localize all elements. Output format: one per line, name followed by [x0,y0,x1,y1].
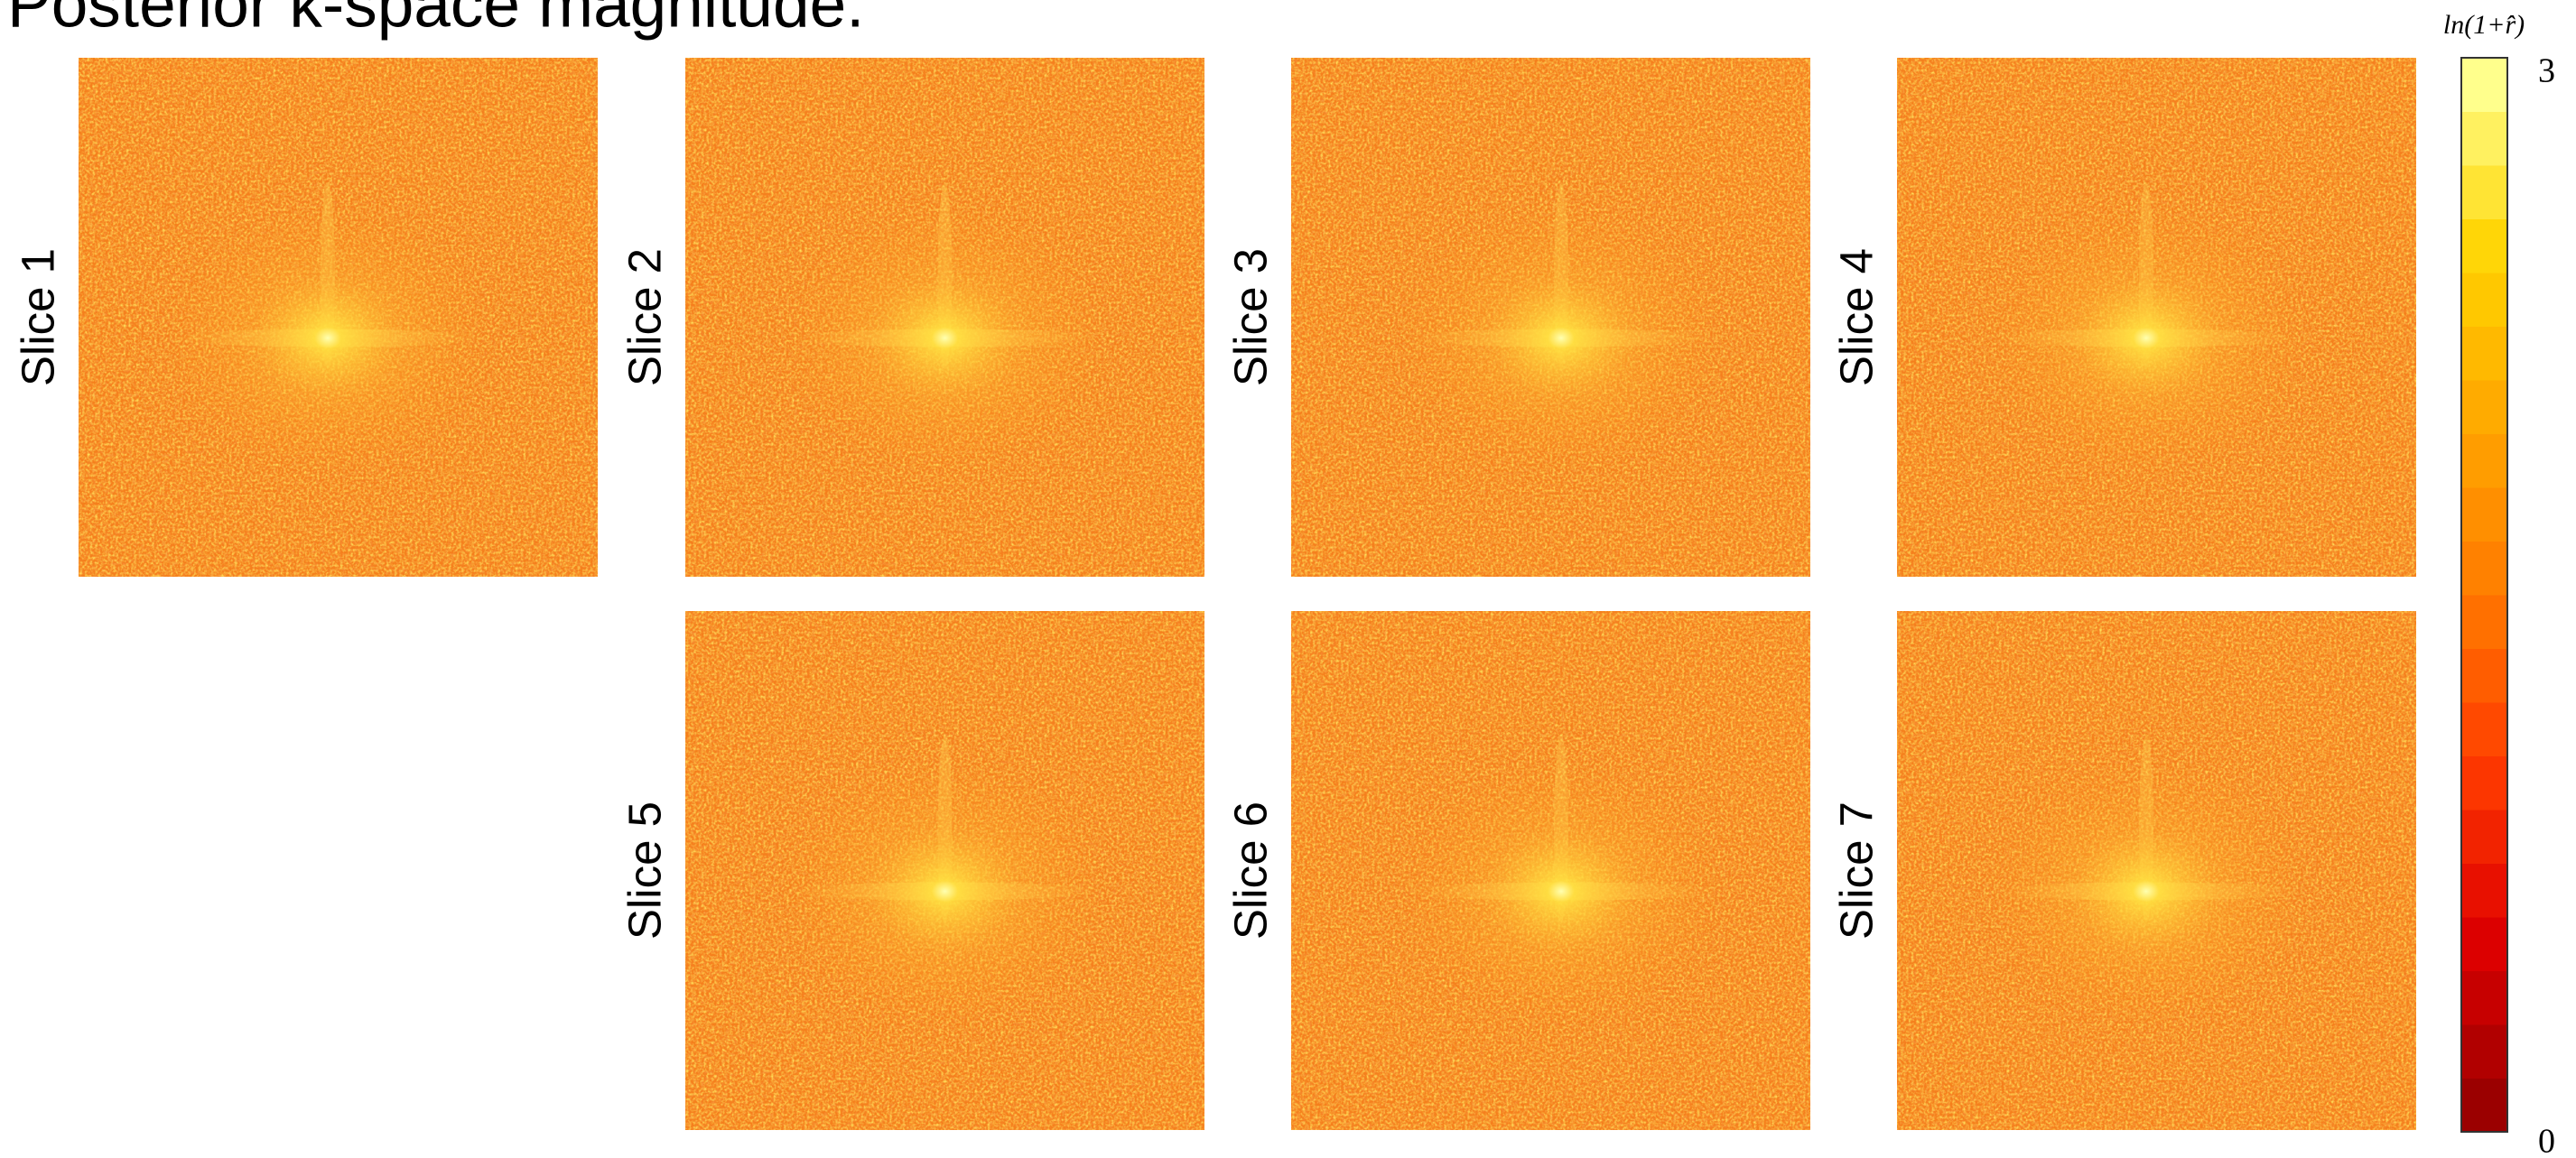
panel-label: Slice 4 [1830,248,1882,386]
panel: Slice 2 [618,58,1204,577]
colorbar-tick-label: 3 [2538,52,2555,90]
panel-label: Slice 6 [1224,801,1276,940]
colorbar-step [2461,112,2507,166]
panel-glow [779,203,1111,473]
panel: Slice 1 [12,58,598,577]
panel-label: Slice 5 [618,801,670,940]
panel-glow [1395,203,1727,473]
colorbar-step [2461,487,2507,542]
colorbar-step [2461,756,2507,811]
colorbar-label: ln(1+r̂) [2443,10,2525,40]
panel-label: Slice 3 [1224,248,1276,386]
panel-label: Slice 1 [12,248,63,386]
colorbar-step [2461,810,2507,864]
panel: Slice 6 [1224,611,1810,1130]
figure: Posterior k-space magnitude. Slice 1Slic… [0,0,2576,1158]
panel: Slice 5 [618,611,1204,1130]
colorbar-step [2461,434,2507,488]
figure-title: Posterior k-space magnitude. [7,0,864,41]
colorbar: 03 [2461,52,2555,1158]
panel-glow [162,203,494,473]
colorbar-step [2461,273,2507,327]
colorbar-step [2461,165,2507,219]
colorbar-step [2461,595,2507,649]
panel-glow [779,756,1111,1026]
panel: Slice 4 [1830,58,2416,577]
colorbar-step [2461,58,2507,112]
colorbar-step [2461,649,2507,703]
colorbar-step [2461,542,2507,596]
panel-label: Slice 2 [618,248,670,386]
colorbar-step [2461,864,2507,918]
panel-glow [1980,756,2312,1026]
colorbar-step [2461,219,2507,273]
panel: Slice 3 [1224,58,1810,577]
panel-label: Slice 7 [1830,801,1882,940]
colorbar-step [2461,702,2507,756]
colorbar-step [2461,917,2507,971]
colorbar-step [2461,1079,2507,1133]
colorbar-step [2461,327,2507,381]
panel-glow [1980,203,2312,473]
panel: Slice 7 [1830,611,2416,1130]
colorbar-step [2461,971,2507,1025]
colorbar-step [2461,380,2507,434]
panel-glow [1395,756,1727,1026]
colorbar-tick-label: 0 [2538,1123,2555,1158]
panels: Slice 1 Slice 2 Slice 3 Slice 4 Slice 5 Slice… [12,58,2416,1130]
colorbar-step [2461,1024,2507,1079]
page: Posterior k-space magnitude. Slice 1Slic… [0,0,2576,1158]
